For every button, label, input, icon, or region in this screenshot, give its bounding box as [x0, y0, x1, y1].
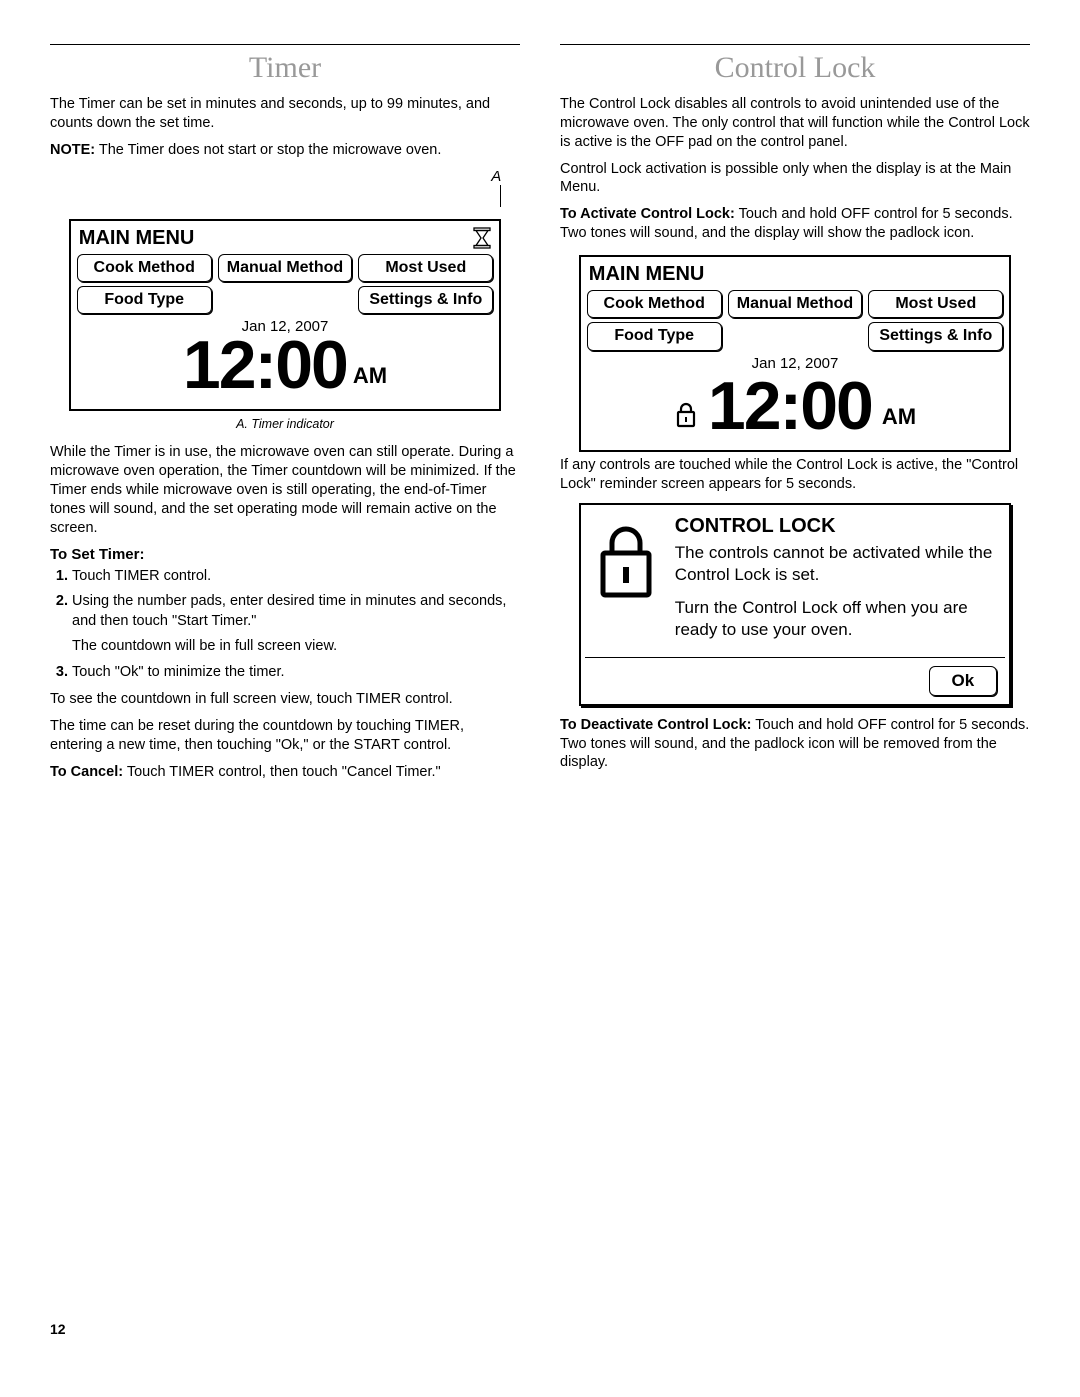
time-display: 12:00 — [183, 331, 347, 399]
page-number: 12 — [50, 1321, 1030, 1337]
cook-method-button[interactable]: Cook Method — [77, 254, 212, 282]
cl-p1: The Control Lock disables all controls t… — [560, 95, 1030, 152]
timer-main-menu-screen: MAIN MENU Cook Method Manual Method Most… — [69, 219, 501, 412]
timer-caption: A. Timer indicator — [50, 417, 520, 431]
cl-after-main: If any controls are touched while the Co… — [560, 456, 1030, 494]
most-used-button[interactable]: Most Used — [868, 290, 1003, 318]
timer-reset: The time can be reset during the countdo… — [50, 717, 520, 755]
timer-note: NOTE: The Timer does not start or stop t… — [50, 141, 520, 160]
timer-cancel: To Cancel: Touch TIMER control, then tou… — [50, 763, 520, 782]
manual-method-button[interactable]: Manual Method — [728, 290, 863, 318]
control-lock-line1: The controls cannot be activated while t… — [675, 542, 999, 586]
most-used-button[interactable]: Most Used — [358, 254, 493, 282]
cook-method-button[interactable]: Cook Method — [587, 290, 722, 318]
control-lock-line2: Turn the Control Lock off when you are r… — [675, 597, 999, 641]
control-lock-warning-screen: CONTROL LOCK The controls cannot be acti… — [579, 503, 1011, 705]
cl-p2: Control Lock activation is possible only… — [560, 160, 1030, 198]
main-menu-title: MAIN MENU — [589, 263, 705, 286]
padlock-large-icon — [595, 523, 657, 601]
ampm-display: AM — [882, 404, 916, 430]
padlock-icon — [674, 402, 698, 428]
callout-a: A — [491, 168, 501, 185]
timer-heading: Timer — [50, 51, 520, 85]
ampm-display: AM — [353, 363, 387, 389]
timer-intro: The Timer can be set in minutes and seco… — [50, 95, 520, 133]
ok-button[interactable]: Ok — [929, 666, 998, 696]
timer-after-screen: While the Timer is in use, the microwave… — [50, 443, 520, 537]
time-display: 12:00 — [708, 372, 872, 440]
control-lock-heading: Control Lock — [560, 51, 1030, 85]
callout-line — [500, 185, 501, 207]
food-type-button[interactable]: Food Type — [587, 322, 722, 350]
settings-info-button[interactable]: Settings & Info — [358, 286, 493, 314]
cl-activate: To Activate Control Lock: Touch and hold… — [560, 205, 1030, 243]
control-lock-title: CONTROL LOCK — [675, 515, 999, 538]
manual-method-button[interactable]: Manual Method — [218, 254, 353, 282]
timer-steps: Touch TIMER control. Using the number pa… — [50, 567, 520, 683]
food-type-button[interactable]: Food Type — [77, 286, 212, 314]
control-lock-main-menu-screen: MAIN MENU Cook Method Manual Method Most… — [579, 255, 1011, 452]
timer-see-countdown: To see the countdown in full screen view… — [50, 690, 520, 709]
to-set-timer-heading: To Set Timer: — [50, 546, 520, 563]
settings-info-button[interactable]: Settings & Info — [868, 322, 1003, 350]
cl-deactivate: To Deactivate Control Lock: Touch and ho… — [560, 716, 1030, 773]
main-menu-title: MAIN MENU — [79, 227, 195, 250]
hourglass-icon — [473, 227, 491, 249]
